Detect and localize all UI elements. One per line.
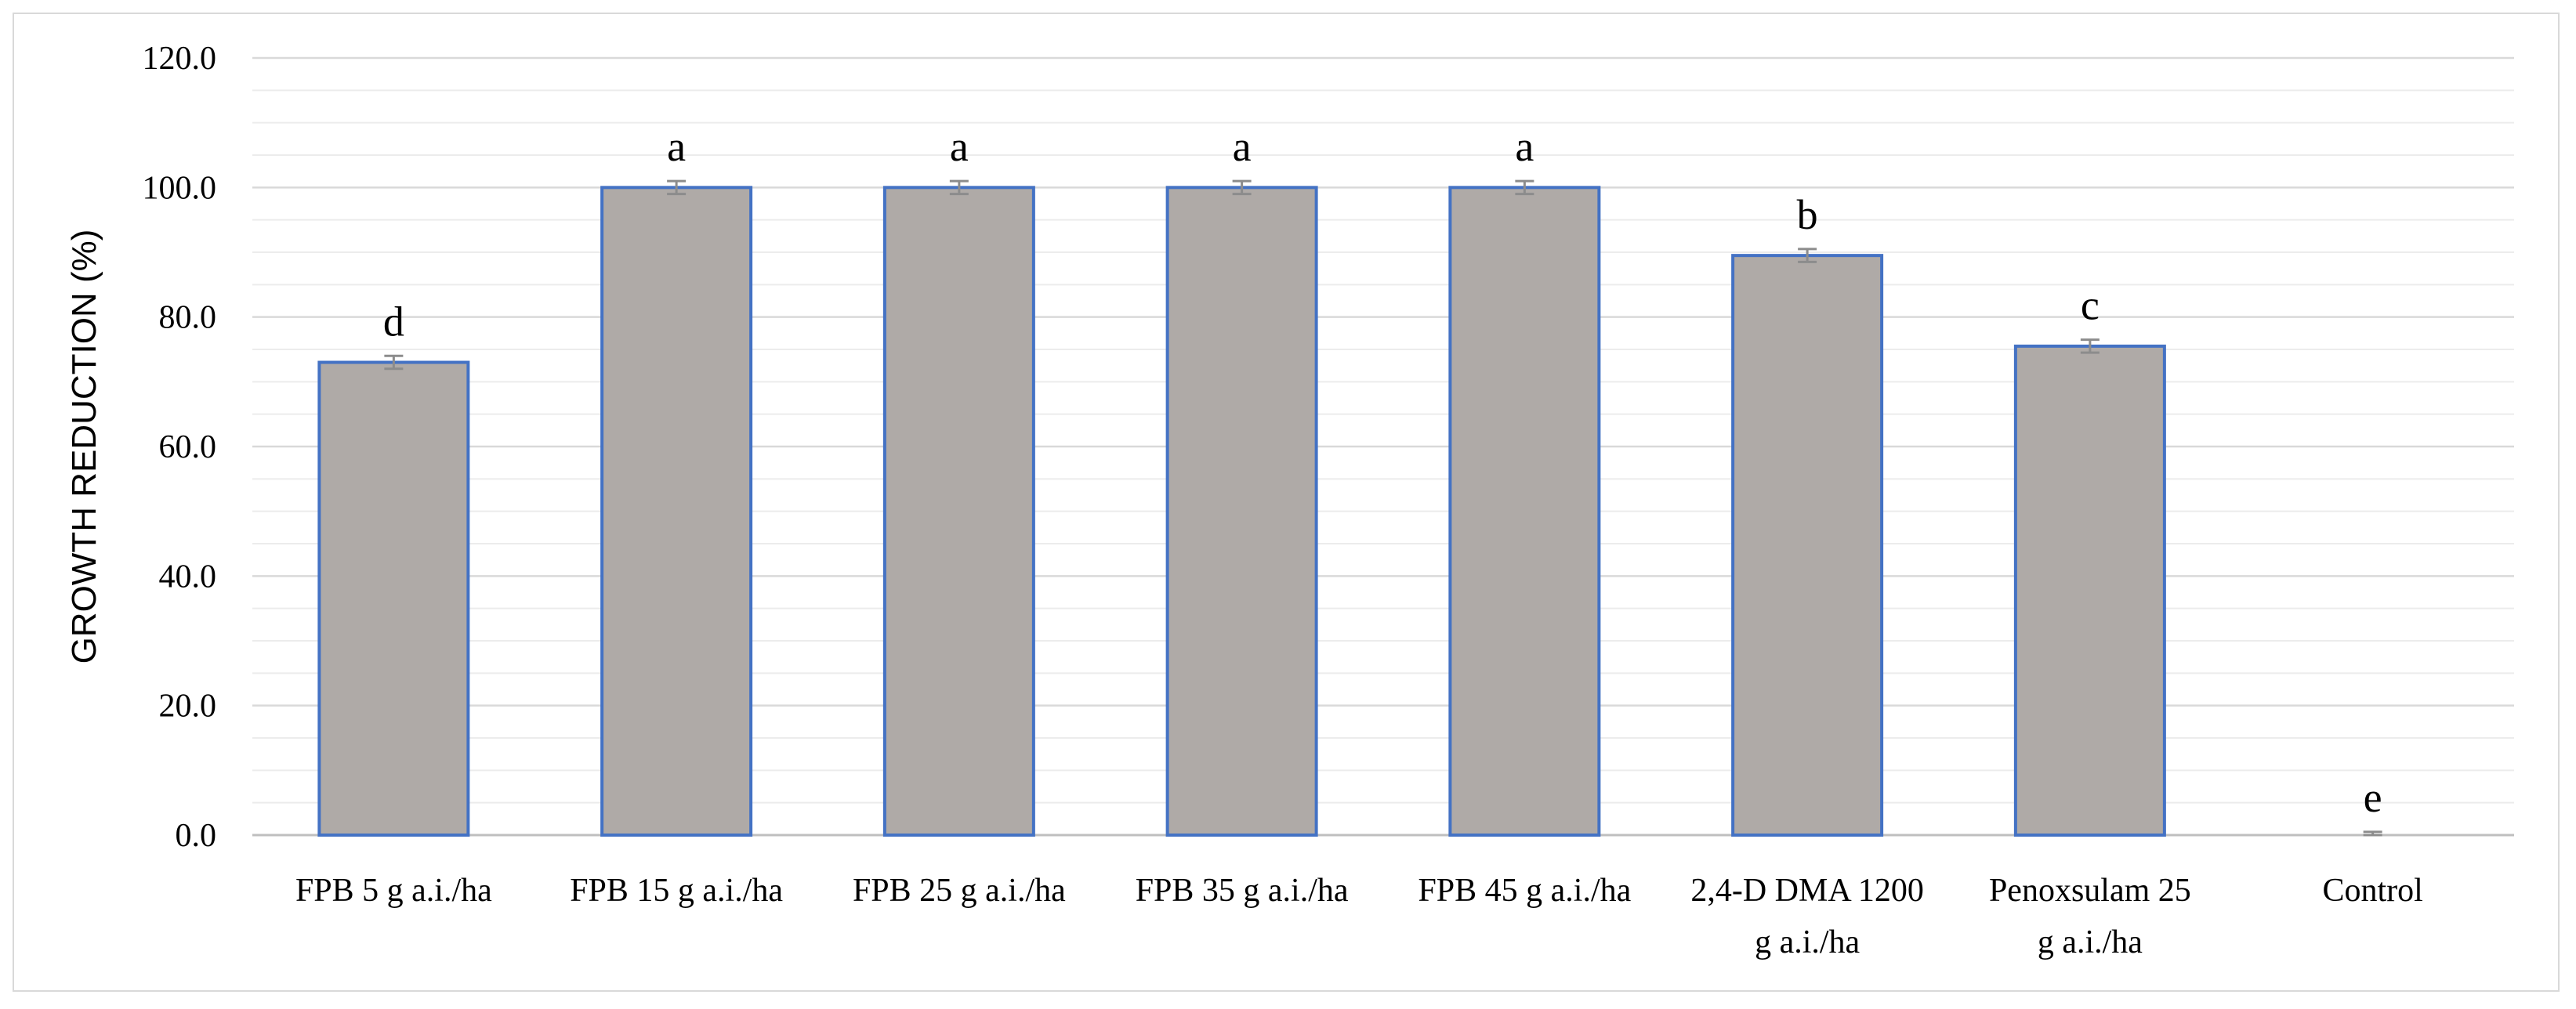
significance-letter: e [2364, 774, 2382, 821]
y-tick-label: 60.0 [159, 429, 217, 465]
y-tick-label: 100.0 [143, 170, 217, 206]
x-tick-label: FPB 15 g a.i./ha [570, 873, 783, 909]
y-tick-label: 20.0 [159, 689, 217, 725]
significance-letter: c [2081, 282, 2100, 329]
y-tick-label: 0.0 [176, 818, 217, 854]
bar [1448, 186, 1601, 837]
significance-letter: d [383, 298, 404, 345]
x-tick-label: 2,4-D DMA 1200 [1690, 873, 1924, 909]
y-axis-ticks: 0.0 20.0 40.0 60.0 80.0 100.0 120.0 [143, 41, 217, 854]
x-tick-label: FPB 45 g a.i./ha [1418, 873, 1631, 909]
bar [882, 186, 1035, 837]
x-tick-label: Penoxsulam 25 [1989, 873, 2191, 909]
y-tick-label: 120.0 [143, 41, 217, 77]
x-tick-label: g a.i./ha [2038, 924, 2143, 960]
y-tick-label: 40.0 [159, 559, 217, 595]
x-tick-label: FPB 35 g a.i./ha [1136, 873, 1349, 909]
significance-letter: a [667, 123, 686, 170]
significance-letter: b [1797, 191, 1818, 238]
bar [2013, 344, 2166, 837]
significance-letter: a [950, 123, 969, 170]
bar [1731, 254, 1884, 837]
significance-letters: d a a a a b c e [383, 123, 2382, 821]
bar [600, 186, 753, 837]
x-tick-label: g a.i./ha [1755, 924, 1860, 960]
gridlines [252, 56, 2514, 837]
y-axis-title: GROWTH REDUCTION (%) [65, 230, 103, 664]
x-tick-label: FPB 5 g a.i./ha [295, 873, 492, 909]
bars [317, 186, 2166, 837]
error-bars [384, 179, 2382, 837]
x-tick-label: FPB 25 g a.i./ha [853, 873, 1066, 909]
significance-letter: a [1515, 123, 1534, 170]
y-tick-label: 80.0 [159, 300, 217, 336]
x-axis-category-labels: FPB 5 g a.i./ha FPB 15 g a.i./ha FPB 25 g … [295, 873, 2423, 960]
bar [317, 360, 470, 837]
significance-letter: a [1233, 123, 1252, 170]
x-tick-label: Control [2322, 873, 2422, 909]
bar [1165, 186, 1318, 837]
